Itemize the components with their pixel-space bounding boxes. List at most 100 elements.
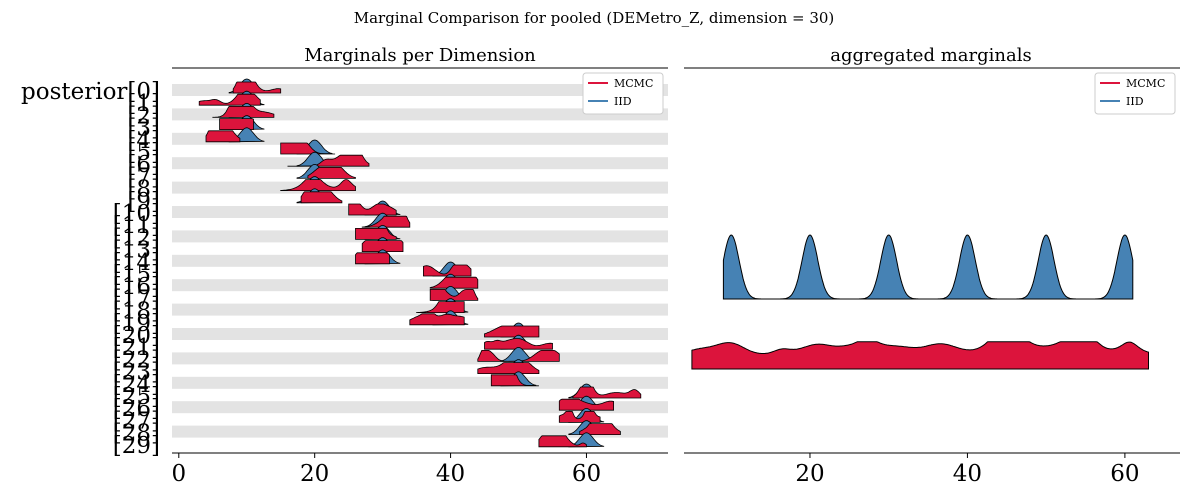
row-band [172, 181, 668, 194]
row-band [172, 230, 668, 243]
aggregated-mcmc-area [691, 341, 1149, 370]
right-legend-iid-label: IID [1126, 95, 1144, 108]
y-tick-label: posterior[0] [21, 79, 160, 105]
left-legend-mcmc-label: MCMC [614, 77, 653, 90]
left-x-ticks: 0 20 40 60 [171, 453, 601, 487]
mcmc-ridge [280, 179, 356, 191]
left-bands [172, 84, 668, 438]
mcmc-ridge [429, 289, 479, 301]
y-tick-label: [22] [113, 347, 160, 373]
y-tick-label: [17] [113, 286, 160, 312]
y-tick-label: [5] [127, 140, 160, 166]
y-tick-label: [23] [113, 360, 160, 386]
mcmc-ridge [477, 362, 540, 374]
mcmc-ridge [280, 142, 336, 155]
mcmc-ridge [409, 313, 465, 326]
mcmc-ridge [307, 167, 356, 179]
mcmc-ridge [355, 228, 397, 240]
mcmc-ridge [219, 118, 254, 130]
left-y-tick-labels: posterior[0][1][2][3][4][5][6][7][8][9][… [21, 79, 160, 459]
mcmc-ridge [484, 325, 540, 338]
y-tick-label: [7] [127, 164, 160, 190]
x-tick-label: 20 [795, 461, 824, 487]
row-band [172, 425, 668, 438]
mcmc-ridge [198, 93, 261, 106]
y-tick-label: [24] [113, 372, 160, 398]
left-axes: Marginals per Dimension posterior[0][1][… [21, 45, 668, 487]
y-tick-label: [8] [127, 177, 160, 203]
mcmc-ridge [232, 81, 282, 94]
y-tick-label: [20] [113, 323, 160, 349]
mcmc-ridge [361, 215, 411, 228]
mcmc-ridge [416, 301, 465, 313]
right-legend-mcmc-label: MCMC [1126, 77, 1165, 90]
row-band [172, 157, 668, 170]
y-tick-label: [13] [113, 238, 160, 264]
y-tick-label: [6] [127, 152, 160, 178]
mcmc-ridge [558, 398, 614, 411]
mcmc-ridge [558, 411, 601, 423]
mcmc-ridge [429, 276, 479, 289]
mcmc-ridge [490, 374, 539, 387]
row-band [172, 132, 668, 145]
right-axes: aggregated marginals 20 40 60 MCMC IID [684, 45, 1180, 487]
row-band [172, 108, 668, 121]
aggregated-iid-area [722, 234, 1134, 300]
left-ridges [198, 78, 642, 448]
y-tick-label: [15] [113, 262, 160, 288]
x-tick-label: 20 [300, 461, 329, 487]
left-legend: MCMC IID [582, 72, 664, 115]
mcmc-ridge [355, 252, 390, 265]
y-tick-label: [19] [113, 311, 160, 337]
x-tick-label: 60 [1110, 461, 1139, 487]
y-tick-label: [25] [113, 384, 160, 410]
row-band [172, 328, 668, 340]
y-tick-label: [29] [113, 433, 160, 459]
mcmc-ridge [287, 154, 370, 167]
row-band [172, 254, 668, 267]
left-legend-iid-label: IID [614, 95, 632, 108]
row-band [172, 84, 668, 96]
x-tick-label: 40 [436, 461, 465, 487]
y-tick-label: [18] [113, 299, 160, 325]
y-tick-label: [16] [113, 274, 160, 300]
row-band [172, 303, 668, 316]
x-tick-label: 60 [572, 461, 601, 487]
mcmc-ridge [205, 130, 241, 143]
y-tick-label: [12] [113, 225, 160, 251]
y-tick-label: [14] [113, 250, 160, 276]
row-band [172, 376, 668, 389]
mcmc-ridge [361, 240, 404, 252]
y-tick-label: [21] [113, 335, 160, 361]
row-band [172, 401, 668, 414]
y-tick-label: [26] [113, 396, 160, 422]
mcmc-ridge [212, 106, 275, 118]
row-band [172, 352, 668, 365]
x-tick-label: 0 [171, 461, 186, 487]
left-axes-title: Marginals per Dimension [304, 45, 536, 66]
row-band [172, 206, 668, 218]
y-tick-label: [27] [113, 408, 160, 434]
row-band [172, 279, 668, 292]
y-tick-label: [2] [127, 103, 160, 129]
figure-suptitle: Marginal Comparison for pooled (DEMetro_… [354, 9, 835, 27]
mcmc-ridge [579, 423, 621, 435]
mcmc-ridge [423, 264, 472, 277]
y-tick-label: [4] [127, 128, 160, 154]
right-legend: MCMC IID [1094, 72, 1176, 115]
mcmc-ridge [348, 203, 397, 216]
y-tick-label: [28] [113, 421, 160, 447]
y-tick-label: [11] [113, 213, 160, 239]
mcmc-ridge [572, 386, 642, 399]
right-x-ticks: 20 40 60 [795, 453, 1140, 487]
x-tick-label: 40 [953, 461, 982, 487]
y-tick-label: [3] [127, 116, 160, 142]
mcmc-ridge [538, 435, 587, 448]
right-axes-title: aggregated marginals [830, 45, 1031, 66]
y-tick-label: [1] [127, 91, 160, 117]
y-tick-label: [9] [127, 189, 160, 215]
mcmc-ridge [484, 338, 553, 350]
y-tick-label: [10] [113, 201, 160, 227]
mcmc-ridge [300, 191, 343, 204]
